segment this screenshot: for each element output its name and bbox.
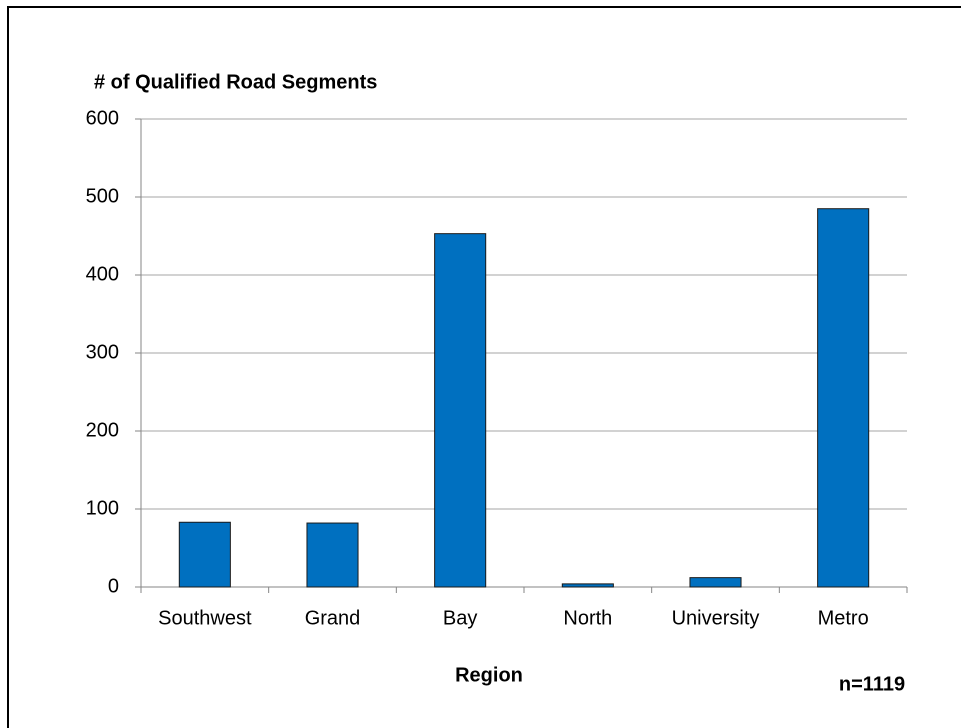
x-tick-label: Southwest: [158, 607, 252, 629]
y-tick-label: 0: [108, 575, 119, 597]
x-tick-label: University: [672, 607, 760, 629]
y-tick-label: 400: [86, 263, 119, 285]
x-axis-title: Region: [455, 664, 523, 686]
y-axis-title: # of Qualified Road Segments: [94, 71, 377, 93]
bar: [434, 233, 487, 588]
x-tick-label: Bay: [443, 607, 477, 629]
y-tick-label: 100: [86, 497, 119, 519]
y-tick-label: 600: [86, 107, 119, 129]
y-tick-label: 200: [86, 419, 119, 441]
bar: [306, 522, 359, 588]
bar: [689, 577, 742, 588]
annotation: n=1119: [839, 673, 905, 695]
bar: [178, 521, 231, 588]
x-tick-label: Metro: [818, 607, 869, 629]
x-tick-label: Grand: [305, 607, 361, 629]
bar: [561, 583, 614, 588]
frame: [7, 6, 961, 728]
y-tick-label: 300: [86, 341, 119, 363]
x-tick-label: North: [563, 607, 612, 629]
bar: [817, 208, 870, 588]
y-tick-label: 500: [86, 185, 119, 207]
